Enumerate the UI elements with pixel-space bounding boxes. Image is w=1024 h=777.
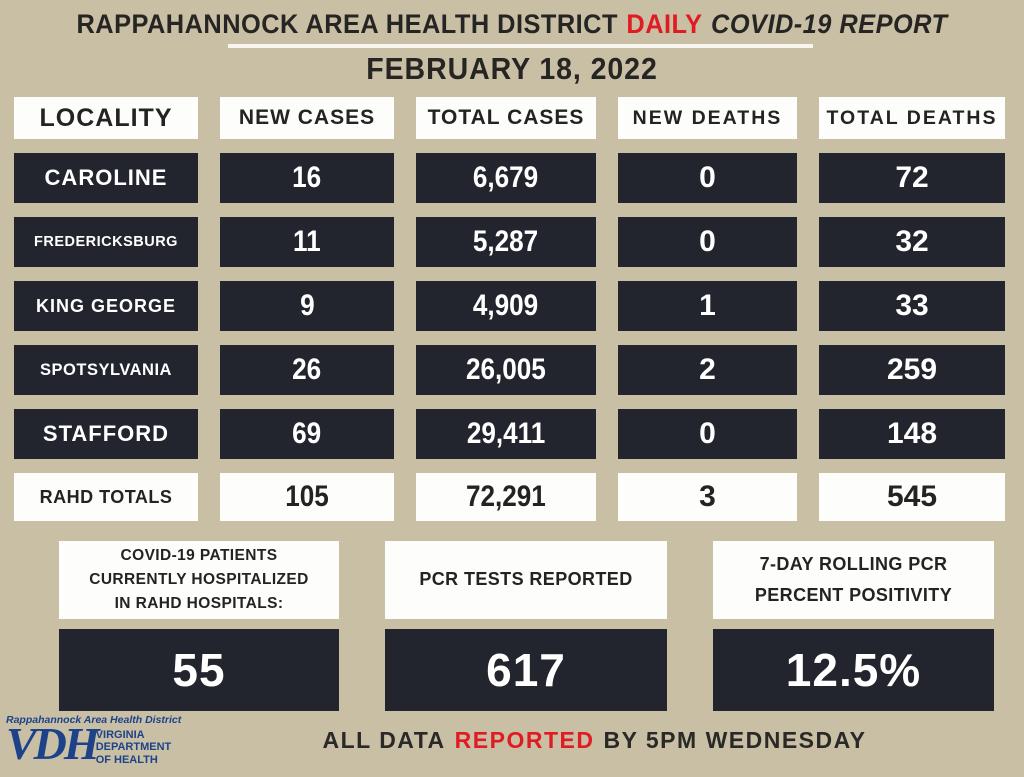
locality-label: KING GEORGE xyxy=(14,281,198,331)
locality-label: STAFFORD xyxy=(14,409,198,459)
total-deaths-value: 259 xyxy=(819,345,1005,395)
pcr-tests-value: 617 xyxy=(385,629,667,711)
vdh-logo-acronym: VDH xyxy=(6,718,100,770)
new-deaths-value: 0 xyxy=(618,409,797,459)
report-title-prefix: RAPPAHANNOCK AREA HEALTH DISTRICT xyxy=(76,9,618,39)
new-deaths-value: 2 xyxy=(618,345,797,395)
locality-label: CAROLINE xyxy=(14,153,198,203)
locality-label: FREDERICKSBURG xyxy=(14,217,198,267)
positivity-label: 7-DAY ROLLING PCR PERCENT POSITIVITY xyxy=(713,541,994,619)
totals-label: RAHD TOTALS xyxy=(14,473,198,521)
new-cases-value: 11 xyxy=(220,217,394,267)
report-title: RAPPAHANNOCK AREA HEALTH DISTRICT DAILY … xyxy=(31,9,994,40)
report-date: FEBRUARY 18, 2022 xyxy=(366,51,658,86)
new-deaths-value: 1 xyxy=(618,281,797,331)
vdh-logo: Rappahannock Area Health District VDH VI… xyxy=(0,714,185,770)
total-deaths-value: 33 xyxy=(819,281,1005,331)
hospitalized-value: 55 xyxy=(59,629,339,711)
total-cases-value: 6,679 xyxy=(416,153,596,203)
column-header-locality: LOCALITY xyxy=(14,97,198,139)
total-cases-value: 26,005 xyxy=(416,345,596,395)
vdh-logo-tagline: Rappahannock Area Health District xyxy=(6,714,182,727)
total-cases-value: 4,909 xyxy=(416,281,596,331)
footer-note-suffix: BY 5PM WEDNESDAY xyxy=(603,726,867,753)
total-deaths-value: 148 xyxy=(819,409,1005,459)
report-title-suffix: COVID-19 REPORT xyxy=(711,9,948,39)
totals-total-deaths: 545 xyxy=(819,473,1005,521)
totals-new-deaths: 3 xyxy=(618,473,797,521)
column-header-new-cases: NEW CASES xyxy=(220,97,394,139)
footer: Rappahannock Area Health District VDH VI… xyxy=(0,711,1024,769)
totals-new-cases: 105 xyxy=(220,473,394,521)
footer-note-prefix: ALL DATA xyxy=(322,726,446,753)
new-cases-value: 26 xyxy=(220,345,394,395)
report-title-highlight: DAILY xyxy=(626,9,703,39)
covid-daily-report-infographic: RAPPAHANNOCK AREA HEALTH DISTRICT DAILY … xyxy=(0,9,1024,769)
total-cases-value: 5,287 xyxy=(416,217,596,267)
positivity-value: 12.5% xyxy=(713,629,994,711)
new-deaths-value: 0 xyxy=(618,153,797,203)
footer-note-highlight: REPORTED xyxy=(454,726,595,753)
hospitalized-label: COVID-19 PATIENTS CURRENTLY HOSPITALIZED… xyxy=(59,541,339,619)
total-deaths-value: 72 xyxy=(819,153,1005,203)
pcr-tests-label: PCR TESTS REPORTED xyxy=(385,541,667,619)
footer-note: ALL DATA REPORTED BY 5PM WEDNESDAY xyxy=(185,727,1024,754)
column-header-total-cases: TOTAL CASES xyxy=(416,97,596,139)
column-header-total-deaths: TOTAL DEATHS xyxy=(819,97,1005,139)
vdh-logo-org-name: VIRGINIA DEPARTMENT OF HEALTH xyxy=(95,729,172,766)
total-cases-value: 29,411 xyxy=(416,409,596,459)
covid-data-table: LOCALITY NEW CASES TOTAL CASES NEW DEATH… xyxy=(0,97,1024,521)
locality-label: SPOTSYLVANIA xyxy=(14,345,198,395)
new-cases-value: 16 xyxy=(220,153,394,203)
column-header-new-deaths: NEW DEATHS xyxy=(618,97,797,139)
new-cases-value: 9 xyxy=(220,281,394,331)
new-deaths-value: 0 xyxy=(618,217,797,267)
totals-total-cases: 72,291 xyxy=(416,473,596,521)
new-cases-value: 69 xyxy=(220,409,394,459)
summary-stats: COVID-19 PATIENTS CURRENTLY HOSPITALIZED… xyxy=(0,541,1024,711)
title-underline xyxy=(227,44,813,48)
total-deaths-value: 32 xyxy=(819,217,1005,267)
